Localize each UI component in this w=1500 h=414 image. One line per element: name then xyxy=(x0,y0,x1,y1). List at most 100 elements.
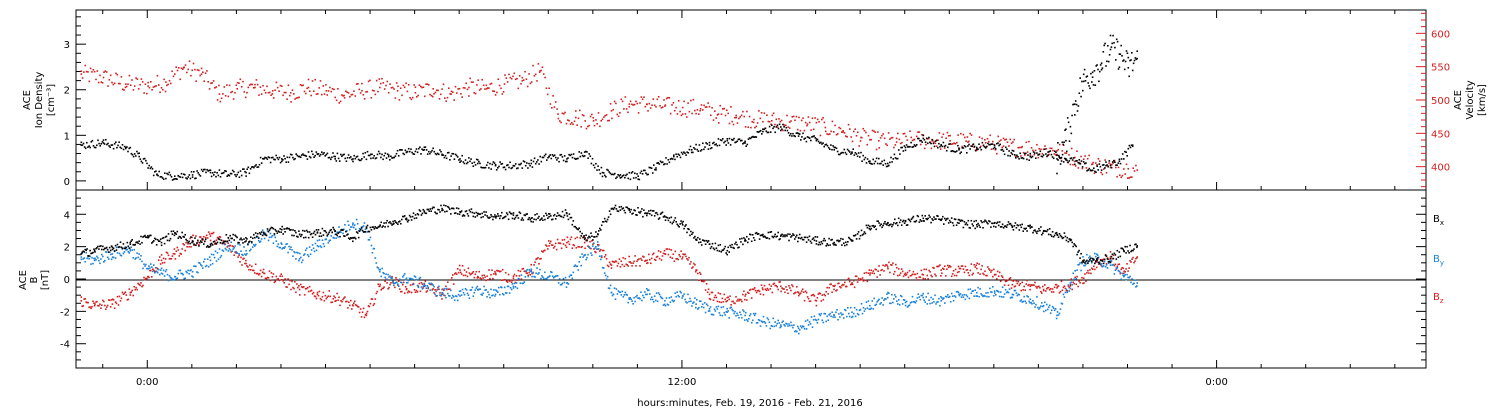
bz-series-point xyxy=(1120,269,1122,271)
by-series-point xyxy=(953,300,955,302)
velocity-series-point xyxy=(158,84,160,86)
bx-series-point xyxy=(691,233,693,235)
bx-series-point xyxy=(545,213,547,215)
velocity-series-point xyxy=(151,89,153,91)
by-series-point xyxy=(177,277,179,279)
density-series-point xyxy=(1074,164,1076,166)
by-series-point xyxy=(861,303,863,305)
bz-series-point xyxy=(639,265,641,267)
imf-tick-label: -2 xyxy=(60,307,70,318)
bz-series-point xyxy=(858,278,860,280)
bz-series-point xyxy=(565,245,567,247)
density-series-point xyxy=(291,154,293,156)
bz-series-point xyxy=(517,279,519,281)
density-series-point xyxy=(419,146,421,148)
density-series-point xyxy=(122,144,124,146)
bz-series-point xyxy=(490,274,492,276)
density-series-point xyxy=(783,126,785,128)
bz-series-point xyxy=(789,287,791,289)
by-series-data-point xyxy=(1136,282,1138,284)
bz-series-data-point xyxy=(816,300,818,302)
velocity-series-point xyxy=(718,122,720,124)
by-series-point xyxy=(372,252,374,254)
by-series-point xyxy=(1057,311,1059,313)
bz-series-point xyxy=(641,259,643,261)
velocity-series-point xyxy=(822,117,824,119)
density-series-point xyxy=(890,157,892,159)
density-series-point xyxy=(669,162,671,164)
bx-series-point xyxy=(430,210,432,212)
bz-series-point xyxy=(900,272,902,274)
by-series-point xyxy=(83,257,85,259)
bz-series-point xyxy=(299,294,301,296)
by-series-point xyxy=(1027,296,1029,298)
bz-series-point xyxy=(638,258,640,260)
bz-series-point xyxy=(826,287,828,289)
density-series-point xyxy=(401,149,403,151)
density-series-point xyxy=(634,173,636,175)
by-series-point xyxy=(539,269,541,271)
by-series-point xyxy=(722,315,724,317)
by-series-point xyxy=(817,322,819,324)
by-series-point xyxy=(926,303,928,305)
density-series-point xyxy=(397,150,399,152)
by-series-point xyxy=(568,283,570,285)
velocity-series-point xyxy=(325,84,327,86)
bz-series-point xyxy=(526,272,528,274)
bx-series-point xyxy=(279,228,281,230)
density-series-point xyxy=(975,150,977,152)
by-series-point xyxy=(681,297,683,299)
velocity-series-point xyxy=(222,93,224,95)
bz-series-point xyxy=(681,258,683,260)
velocity-series-point xyxy=(91,71,93,73)
bz-series-point xyxy=(291,281,293,283)
by-series-point xyxy=(967,296,969,298)
density-series-point xyxy=(260,157,262,159)
bz-series-point xyxy=(784,292,786,294)
velocity-series-point xyxy=(334,97,336,99)
bz-series-point xyxy=(737,299,739,301)
density-series-point xyxy=(1045,153,1047,155)
by-series-point xyxy=(1125,279,1127,281)
velocity-series-point xyxy=(674,110,676,112)
density-spike-series-point xyxy=(1102,67,1104,69)
by-series-point xyxy=(435,291,437,293)
by-series-point xyxy=(254,245,256,247)
bz-series-point xyxy=(609,262,611,264)
bx-series-point xyxy=(141,242,143,244)
bz-series-point xyxy=(474,277,476,279)
velocity-series-point xyxy=(667,97,669,99)
bz-series-point xyxy=(295,292,297,294)
density-series-point xyxy=(428,151,430,153)
by-series-point xyxy=(231,250,233,252)
density-series-point xyxy=(118,141,120,143)
by-series-point xyxy=(897,303,899,305)
bz-series-point xyxy=(494,271,496,273)
by-series-point xyxy=(1124,274,1126,276)
velocity-series-point xyxy=(706,106,708,108)
bz-series-point xyxy=(716,297,718,299)
density-series-point xyxy=(837,151,839,153)
bz-series-point xyxy=(395,277,397,279)
density-series-point xyxy=(330,159,332,161)
velocity-series-point xyxy=(232,91,234,93)
density-series-data-point xyxy=(477,163,479,165)
by-series-point xyxy=(218,258,220,260)
velocity-series-point xyxy=(281,85,283,87)
by-series-point xyxy=(769,322,771,324)
density-series-point xyxy=(1104,167,1106,169)
by-series-point xyxy=(1036,296,1038,298)
velocity-series-point xyxy=(272,93,274,95)
velocity-series-point xyxy=(939,132,941,134)
bx-series-point xyxy=(669,217,671,219)
velocity-series-point xyxy=(1062,150,1064,152)
bz-series-point xyxy=(955,269,957,271)
bz-series-point xyxy=(972,273,974,275)
by-series-point xyxy=(657,301,659,303)
density-series-point xyxy=(874,163,876,165)
by-series-point xyxy=(393,285,395,287)
velocity-series-point xyxy=(126,86,128,88)
velocity-series-point xyxy=(798,117,800,119)
bz-series-point xyxy=(465,275,467,277)
velocity-series-point xyxy=(475,93,477,95)
